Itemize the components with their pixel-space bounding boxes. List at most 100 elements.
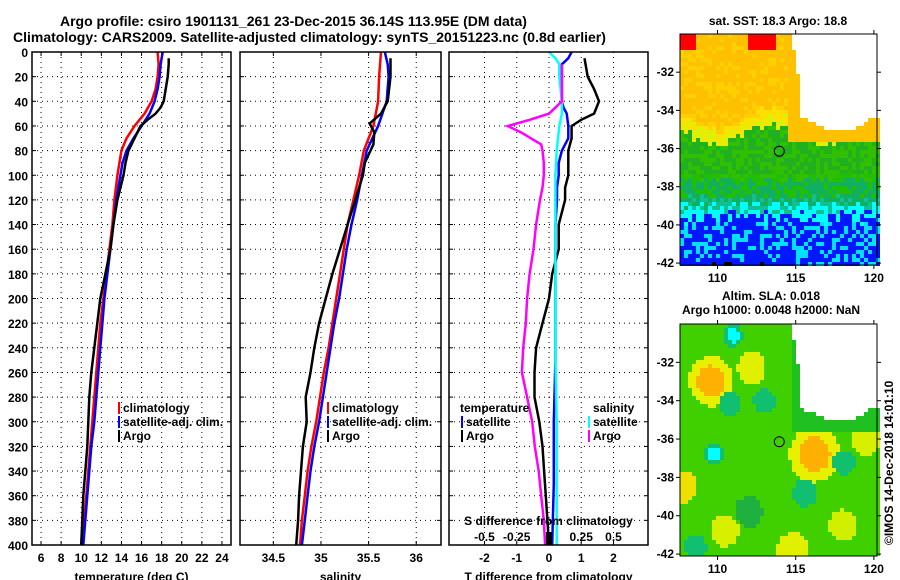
- map-cell: [736, 90, 740, 94]
- map-cell: [696, 122, 700, 126]
- map-cell: [780, 214, 784, 218]
- map-cell: [728, 50, 732, 54]
- y-tick-label: 60: [15, 120, 29, 134]
- map-cell: [740, 134, 744, 138]
- map-cell: [720, 94, 724, 98]
- map-cell: [752, 532, 756, 536]
- map-cell: [748, 166, 752, 170]
- map-cell: [748, 38, 752, 42]
- map-cell: [772, 226, 776, 230]
- map-cell: [788, 420, 792, 424]
- map-cell: [688, 552, 692, 556]
- map-cell: [824, 444, 828, 448]
- map-cell: [700, 444, 704, 448]
- map-cell: [680, 460, 684, 464]
- map-cell: [772, 448, 776, 452]
- map-cell: [716, 206, 720, 210]
- map-cell: [756, 392, 760, 396]
- map-cell: [760, 242, 764, 246]
- map-cell: [708, 162, 712, 166]
- map-cell: [712, 226, 716, 230]
- map-cell: [744, 182, 748, 186]
- map-cell: [756, 388, 760, 392]
- map-cell: [832, 528, 836, 532]
- map-cell: [824, 178, 828, 182]
- map-cell: [736, 404, 740, 408]
- map-cell: [732, 416, 736, 420]
- map-cell: [760, 58, 764, 62]
- map-cell: [688, 138, 692, 142]
- map-cell: [876, 242, 880, 246]
- map-cell: [772, 186, 776, 190]
- map-cell: [740, 524, 744, 528]
- map-cell: [724, 464, 728, 468]
- map-cell: [768, 94, 772, 98]
- map-cell: [816, 520, 820, 524]
- map-cell: [800, 412, 804, 416]
- map-cell: [776, 250, 780, 254]
- map-cell: [784, 118, 788, 122]
- map-cell: [716, 198, 720, 202]
- map-cell: [684, 412, 688, 416]
- map-cell: [752, 368, 756, 372]
- map-cell: [864, 214, 868, 218]
- map-cell: [700, 78, 704, 82]
- map-cell: [756, 134, 760, 138]
- map-cell: [696, 154, 700, 158]
- map-cell: [704, 380, 708, 384]
- map-cell: [780, 388, 784, 392]
- map-cell: [704, 336, 708, 340]
- map-cell: [716, 94, 720, 98]
- map-cell: [700, 102, 704, 106]
- map-cell: [776, 246, 780, 250]
- map-cell: [852, 206, 856, 210]
- map-cell: [712, 376, 716, 380]
- map-cell: [780, 130, 784, 134]
- map-cell: [684, 110, 688, 114]
- map-cell: [696, 254, 700, 258]
- map-cell: [832, 250, 836, 254]
- map-cell: [832, 138, 836, 142]
- map-cell: [748, 520, 752, 524]
- map-cell: [700, 424, 704, 428]
- map-cell: [684, 146, 688, 150]
- map-cell: [868, 194, 872, 198]
- map-cell: [720, 372, 724, 376]
- map-cell: [772, 392, 776, 396]
- map-cell: [856, 138, 860, 142]
- map-cell: [852, 182, 856, 186]
- map-cell: [816, 540, 820, 544]
- map-cell: [784, 234, 788, 238]
- map-cell: [812, 250, 816, 254]
- map-cell: [688, 524, 692, 528]
- map-cell: [752, 246, 756, 250]
- map-cell: [776, 158, 780, 162]
- map-cell: [792, 86, 796, 90]
- map-cell: [776, 190, 780, 194]
- map-cell: [824, 488, 828, 492]
- map-cell: [756, 226, 760, 230]
- map-cell: [792, 246, 796, 250]
- map-cell: [768, 66, 772, 70]
- map-cell: [700, 50, 704, 54]
- map-cell: [804, 250, 808, 254]
- map-cell: [692, 222, 696, 226]
- map-cell: [748, 114, 752, 118]
- map-cell: [688, 190, 692, 194]
- map-cell: [684, 372, 688, 376]
- map-cell: [680, 352, 684, 356]
- map-cell: [864, 130, 868, 134]
- map-cell: [736, 432, 740, 436]
- y-tick-label: 300: [8, 416, 28, 430]
- map-cell: [736, 254, 740, 258]
- map-cell: [780, 348, 784, 352]
- map-cell: [752, 484, 756, 488]
- map-cell: [768, 246, 772, 250]
- map-cell: [780, 476, 784, 480]
- map-cell: [684, 520, 688, 524]
- map-cell: [804, 222, 808, 226]
- map-cell: [796, 98, 800, 102]
- map-cell: [788, 170, 792, 174]
- map-cell: [852, 480, 856, 484]
- map-cell: [764, 532, 768, 536]
